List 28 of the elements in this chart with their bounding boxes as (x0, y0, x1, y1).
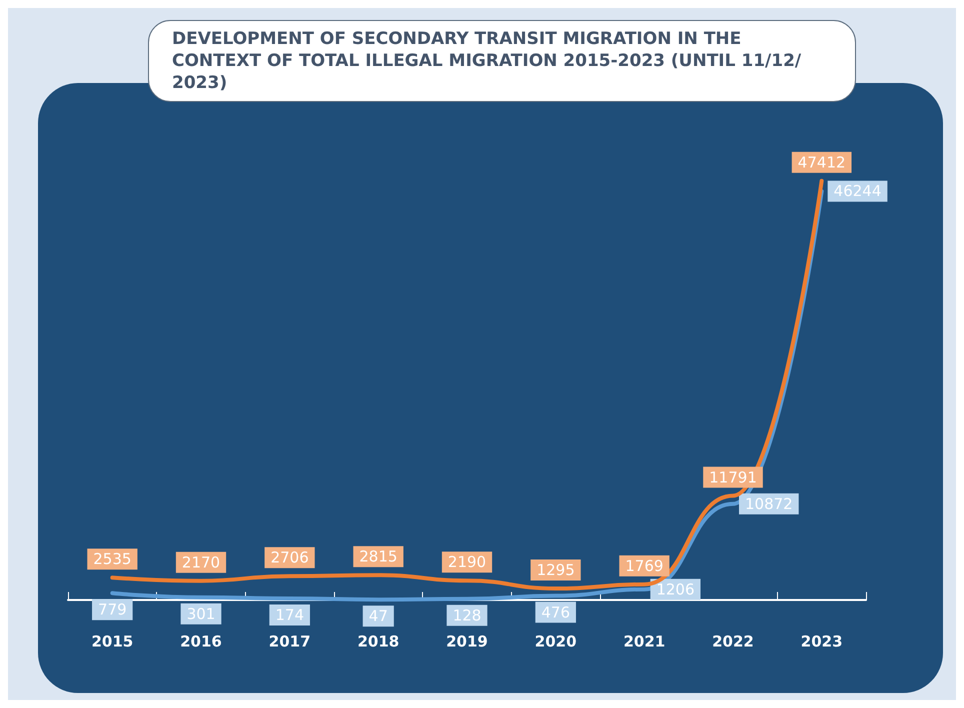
data-label: 779 (98, 600, 127, 619)
data-label: 1206 (656, 580, 695, 598)
x-tick-label: 2020 (534, 632, 577, 650)
data-label: 46244 (834, 182, 882, 200)
data-label: 301 (186, 604, 216, 623)
data-label: 11791 (709, 468, 757, 486)
data-label: 1769 (625, 556, 664, 575)
data-label: 1295 (536, 561, 575, 580)
data-label: 128 (452, 606, 482, 624)
data-label: 2170 (182, 553, 220, 572)
x-tick-label: 2015 (91, 632, 134, 650)
data-label: 2535 (93, 550, 132, 568)
x-tick-label: 2017 (268, 632, 311, 650)
data-label: 2706 (270, 548, 309, 567)
data-label: 476 (541, 603, 570, 622)
x-tick-label: 2019 (446, 632, 488, 650)
chart-title: DEVELOPMENT OF SECONDARY TRANSIT MIGRATION IN THE CONTEXT OF TOTAL ILLEGAL MIGRATION 2015-2023 (UNTIL 11/12/2023) (172, 29, 802, 93)
data-label: 174 (275, 606, 304, 624)
data-label: 47 (368, 607, 388, 626)
x-tick-label: 2021 (623, 632, 666, 650)
x-tick-label: 2022 (712, 632, 754, 650)
data-label: 47412 (798, 153, 846, 172)
data-label: 2190 (448, 553, 486, 572)
x-tick-label: 2016 (180, 632, 222, 650)
x-tick-label: 2018 (357, 632, 400, 650)
x-tick-label: 2023 (800, 632, 843, 650)
data-label: 2815 (359, 548, 398, 566)
data-label: 10872 (745, 494, 793, 513)
